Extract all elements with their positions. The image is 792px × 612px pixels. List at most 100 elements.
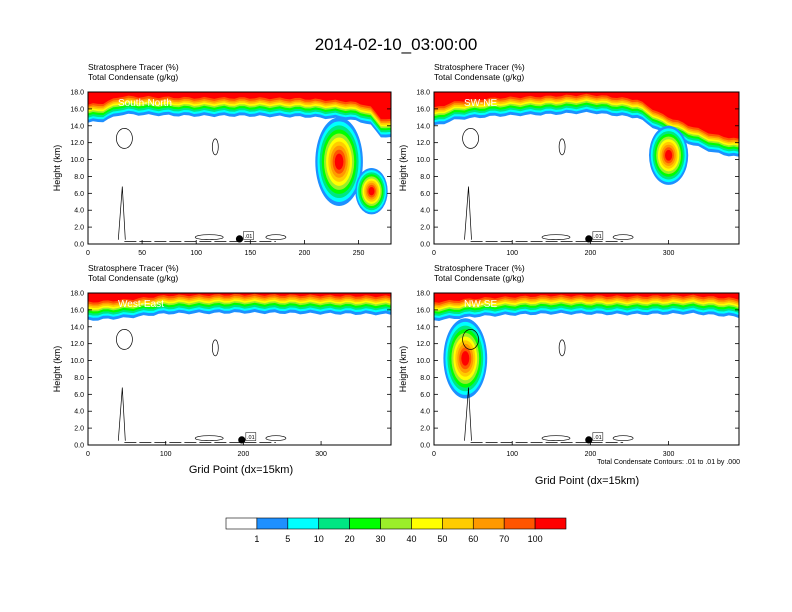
x-tick-label: 200	[585, 451, 597, 458]
x-tick-label: 300	[663, 451, 675, 458]
y-tick-label: 14.0	[70, 324, 84, 331]
y-tick-label: 12.0	[416, 140, 430, 147]
x-tick-label: 50	[138, 250, 146, 257]
y-tick-label: 14.0	[70, 123, 84, 130]
contour-label-box	[592, 432, 604, 441]
colorbar-swatch-5	[380, 517, 412, 530]
panel-direction-label: NW-SE	[464, 299, 497, 310]
y-tick-label: 2.0	[420, 426, 430, 433]
x-tick-label: 250	[353, 250, 365, 257]
y-tick-label: 12.0	[416, 341, 430, 348]
intrusion-level-10	[461, 351, 470, 366]
contour-label: .01	[594, 435, 602, 441]
panel-2: West-East .01 0.0 2.0 4.0 6.0 8.0 10.0 12.0 14.0 1…	[52, 263, 392, 458]
colorbar-swatch-7	[442, 517, 474, 530]
y-tick-label: 0.0	[74, 242, 84, 249]
contour-upper-cloud	[462, 329, 479, 350]
y-axis-label: Height (km)	[398, 145, 408, 192]
contour-upper-cloud-b	[558, 339, 566, 357]
x-tick-label: 200	[299, 250, 311, 257]
contour-label: .01	[247, 435, 255, 441]
panel-header-left: Stratosphere Tracer (%)	[434, 263, 525, 273]
y-tick-label: 0.0	[420, 443, 430, 450]
colorbar-label: 100	[528, 534, 543, 544]
x-tick-label: 0	[432, 451, 436, 458]
x-tick-label: 200	[238, 451, 250, 458]
panel-direction-label: South-North	[118, 98, 172, 109]
panel-header-left2: Total Condensate (g/kg)	[88, 72, 178, 82]
figure-title: 2014-02-10_03:00:00	[315, 35, 478, 54]
y-tick-label: 10.0	[70, 358, 84, 365]
contour-note: Total Condensate Contours: .01 to .01 by…	[597, 459, 740, 466]
panel-header-left: Stratosphere Tracer (%)	[88, 62, 179, 72]
y-tick-label: 18.0	[70, 291, 84, 298]
colorbar-swatch-6	[411, 517, 443, 530]
y-tick-label: 10.0	[416, 358, 430, 365]
y-tick-label: 4.0	[74, 409, 84, 416]
panel-0: South-North .01 0.0 2.0 4.0 6.0 8.0 10.0 12.0 14.…	[52, 62, 392, 257]
contour-label-box	[243, 231, 254, 240]
y-tick-label: 6.0	[74, 392, 84, 399]
location-marker	[585, 436, 593, 444]
tracer-intrusion-0	[443, 318, 488, 399]
y-tick-label: 10.0	[416, 157, 430, 164]
x-tick-label: 0	[86, 451, 90, 458]
colorbar-swatch-4	[349, 517, 381, 530]
colorbar-label: 5	[285, 534, 290, 544]
x-tick-label: 300	[663, 250, 675, 257]
panel-plot	[88, 92, 391, 244]
colorbar-label: 30	[376, 534, 386, 544]
x-tick-label: 0	[432, 250, 436, 257]
condensate-contours	[116, 329, 287, 443]
intrusion-level-10	[368, 187, 375, 196]
x-tick-label: 100	[506, 451, 518, 458]
colorbar-swatch-0	[225, 517, 258, 530]
tracer-layer-9	[88, 293, 391, 305]
colorbar-label: 60	[468, 534, 478, 544]
y-tick-label: 10.0	[70, 157, 84, 164]
panel-header-left: Stratosphere Tracer (%)	[88, 263, 179, 273]
panel-frame	[433, 292, 740, 446]
panel-direction-label: SW-NE	[464, 98, 497, 109]
contour-cell-a	[194, 435, 224, 442]
contour-upper-cloud	[462, 128, 479, 149]
panel-3: NW-SE .01 0.0 2.0 4.0 6.0 8.0 10.0 12.0 14.0 16.0 1…	[398, 263, 740, 458]
x-tick-label: 100	[160, 451, 172, 458]
x-tick-label: 100	[190, 250, 202, 257]
contour-upper-cloud-b	[211, 138, 219, 156]
x-tick-label: 100	[506, 250, 518, 257]
colorbar-label: 70	[499, 534, 509, 544]
y-tick-label: 6.0	[420, 191, 430, 198]
contour-cell-a	[541, 234, 571, 241]
y-tick-label: 16.0	[416, 307, 430, 314]
x-tick-label: 0	[86, 250, 90, 257]
contour-upper-cloud	[116, 128, 133, 149]
contour-cell-a	[194, 234, 224, 241]
y-axis-label: Height (km)	[52, 346, 62, 393]
colorbar-swatch-10	[534, 517, 567, 530]
y-tick-label: 4.0	[74, 208, 84, 215]
y-tick-label: 16.0	[416, 106, 430, 113]
x-tick-label: 150	[244, 250, 256, 257]
y-tick-label: 12.0	[70, 341, 84, 348]
colorbar: 1 5 10 20 30 40 50 60 70 100	[225, 517, 567, 544]
tracer-intrusion-0	[315, 117, 363, 206]
contour-upper-cloud-b	[211, 339, 219, 357]
x-tick-label: 300	[315, 451, 327, 458]
panel-header-left: Stratosphere Tracer (%)	[434, 62, 525, 72]
y-tick-label: 4.0	[420, 208, 430, 215]
contour-convection	[464, 387, 472, 441]
y-tick-label: 6.0	[74, 191, 84, 198]
condensate-contours	[462, 128, 634, 242]
y-tick-label: 18.0	[416, 291, 430, 298]
panel-direction-label: West-East	[118, 299, 164, 310]
y-tick-label: 18.0	[70, 90, 84, 97]
y-axis-label: Height (km)	[398, 346, 408, 393]
y-tick-label: 8.0	[74, 174, 84, 181]
y-tick-label: 16.0	[70, 106, 84, 113]
y-tick-label: 6.0	[420, 392, 430, 399]
tracer-intrusion-1	[355, 168, 388, 215]
y-tick-label: 0.0	[74, 443, 84, 450]
colorbar-swatch-9	[503, 517, 536, 530]
